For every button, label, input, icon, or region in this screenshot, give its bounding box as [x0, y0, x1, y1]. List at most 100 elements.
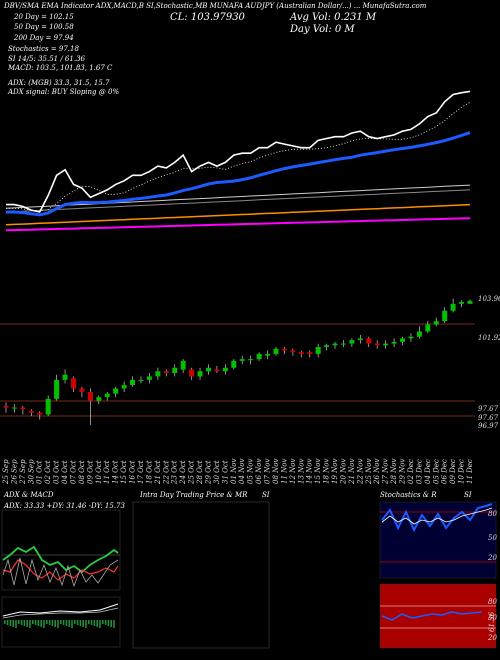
stoch-tick-50: 50	[488, 534, 497, 542]
macd-histogram-bar	[68, 620, 70, 627]
candle-body	[459, 302, 465, 304]
day-volume: Day Vol: 0 M	[290, 24, 355, 35]
macd-histogram-bar	[4, 620, 6, 624]
ma50-line	[6, 131, 471, 217]
date-tick: 22 Nov	[356, 459, 364, 485]
candle-body	[307, 352, 313, 354]
macd-histogram-bar	[110, 620, 112, 627]
candle-body	[400, 338, 406, 342]
candle-body	[172, 367, 178, 373]
date-tick: 30 Sep	[27, 459, 35, 484]
si-label: SI 14/5: 35.51 / 61.36	[8, 55, 85, 63]
date-tick: 04 Dec	[424, 459, 432, 484]
ma-gray-line	[5, 189, 471, 213]
macd-histogram-bar	[76, 620, 79, 625]
date-tick: 10 Oct	[95, 460, 103, 484]
candle-body	[11, 407, 17, 409]
candle-body	[248, 359, 254, 361]
date-tick: 11 Nov	[280, 459, 288, 484]
candle-body	[104, 393, 110, 398]
price-label-low3: 96.97	[478, 422, 499, 430]
date-tick: 15 Oct	[120, 460, 128, 484]
candle-body	[45, 398, 51, 415]
candle-body	[87, 391, 93, 401]
date-tick: 29 Nov	[399, 459, 407, 485]
candle-body	[425, 324, 431, 332]
date-tick: 23 Oct	[171, 460, 179, 485]
price-line	[6, 90, 471, 213]
date-tick: 25 Sep	[2, 459, 10, 485]
date-tick: 05 Dec	[432, 459, 440, 484]
date-tick: 02 Dec	[407, 459, 415, 484]
date-tick: 11 Dec	[466, 459, 474, 484]
avg-volume: Avg Vol: 0.231 M	[290, 12, 377, 23]
macd-histogram-bar	[9, 620, 12, 626]
candle-body	[265, 353, 271, 356]
date-tick: 14 Nov	[306, 459, 314, 484]
macd-histogram-bar	[93, 620, 96, 626]
macd-histogram-bar	[60, 620, 62, 624]
candle-body	[256, 353, 262, 360]
ma-silver-line	[5, 184, 471, 209]
plus-di-line	[2, 545, 119, 574]
candle-body	[366, 338, 372, 344]
price-label-mid: 101.92	[478, 334, 500, 342]
macd-histogram-bar	[54, 620, 56, 627]
macd-histogram-bar	[51, 620, 54, 626]
ma200-label: 200 Day = 97.94	[14, 34, 74, 42]
candle-body	[20, 407, 26, 410]
date-tick: 31 Oct	[221, 460, 229, 484]
candle-body	[231, 360, 237, 368]
macd-histogram-bar	[88, 620, 90, 624]
date-tick: 06 Nov	[255, 459, 263, 484]
macd-histogram-bar	[29, 620, 31, 628]
ma200-line	[5, 217, 471, 232]
ema-orange-line	[5, 203, 471, 226]
macd-signal-line	[2, 607, 119, 619]
date-tick: 09 Oct	[86, 460, 94, 484]
date-tick: 05 Nov	[247, 459, 255, 484]
macd-histogram-bar	[85, 620, 87, 628]
macd-panel-frame	[1, 596, 121, 648]
candle-body	[340, 343, 346, 345]
candle-body	[298, 352, 304, 354]
candle-body	[433, 321, 439, 325]
date-tick: 18 Oct	[145, 460, 153, 484]
date-tick: 07 Nov	[264, 459, 272, 484]
candle-body	[383, 343, 389, 346]
candle-body	[205, 367, 211, 372]
candle-body	[121, 385, 127, 389]
date-tick: 27 Sep	[19, 459, 27, 485]
top-labels: DBV/SMA EMA Indicator ADX,MACD,B SI,Stoc…	[4, 2, 427, 10]
date-tick: 25 Oct	[188, 460, 196, 485]
candle-body	[146, 376, 152, 380]
ma50-label: 50 Day = 100.58	[14, 23, 74, 31]
intraday-title: Intra Day Trading Price & MR	[140, 491, 248, 499]
intraday-panel-frame	[132, 501, 270, 649]
date-tick: 04 Oct	[61, 460, 69, 484]
date-tick: 07 Oct	[69, 460, 77, 484]
macd-line	[2, 603, 119, 617]
date-tick: 11 Oct	[103, 460, 111, 484]
macd-histogram-bar	[74, 620, 76, 624]
minus-di-line	[2, 559, 119, 581]
adx-signal-label: ADX signal: BUY Sloping @ 0%	[8, 88, 120, 96]
candle-body	[467, 300, 473, 304]
candle-body	[163, 371, 169, 373]
candle-body	[332, 343, 338, 346]
stoch-label: Stochastics = 97.18	[8, 45, 79, 53]
macd-histogram-bar	[82, 620, 84, 627]
stoch-k-line	[381, 503, 493, 533]
candle-body	[416, 331, 422, 337]
date-tick: 25 Nov	[365, 459, 373, 485]
candle-body	[197, 371, 203, 377]
date-tick: 17 Oct	[137, 460, 145, 484]
macd-histogram-bar	[90, 620, 93, 625]
stoch-title: Stochastics & R	[380, 491, 437, 499]
price-label-high: 103.96	[478, 295, 500, 303]
adx-values: ADX: 33.33 +DY: 31.46 -DY: 15.73	[4, 502, 125, 510]
date-tick: 03 Dec	[415, 459, 423, 484]
date-tick: 26 Sep	[10, 459, 18, 485]
candle-body	[290, 350, 296, 353]
candle-body	[324, 345, 330, 348]
